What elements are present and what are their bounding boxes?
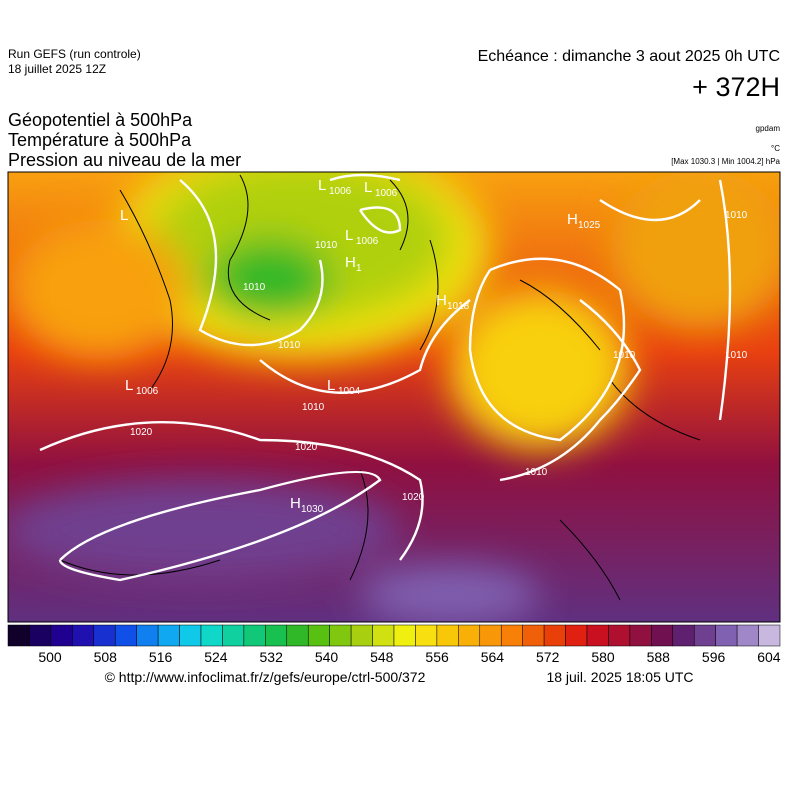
color-swatch (372, 624, 395, 647)
isobar-label: 1020 (295, 442, 318, 453)
pressure-center: H (290, 495, 301, 512)
color-swatch (629, 624, 652, 647)
colorbar-label: 548 (370, 649, 394, 665)
isobar-label: 1020 (402, 492, 425, 503)
colorbar-label: 588 (647, 649, 671, 665)
pressure-center: L (125, 377, 133, 394)
pressure-value: 1006 (329, 186, 352, 197)
valid-time: Echéance : dimanche 3 aout 2025 0h UTC (478, 48, 780, 65)
colorbar-label: 604 (757, 649, 781, 665)
map (8, 172, 780, 622)
pressure-center: H (567, 211, 578, 228)
field: Température à 500hPa (8, 130, 192, 150)
color-swatch (243, 624, 266, 647)
colorbar-label: 580 (591, 649, 615, 665)
unit: °C (771, 144, 780, 153)
colorbar-label: 564 (481, 649, 505, 665)
color-swatch (651, 624, 674, 647)
color-swatch (157, 624, 180, 647)
color-swatch (436, 624, 459, 647)
color-swatch (693, 624, 716, 647)
color-swatch (479, 624, 502, 647)
colorbar-label: 532 (260, 649, 284, 665)
unit: gpdam (756, 124, 781, 133)
color-swatch (329, 624, 352, 647)
isobar-label: 1010 (243, 282, 266, 293)
color-swatch (522, 624, 545, 647)
color-swatch (50, 624, 73, 647)
pressure-center: L (327, 377, 335, 394)
colorbar-label: 516 (149, 649, 173, 665)
color-swatch (543, 624, 566, 647)
isobar-label: 1010 (613, 350, 636, 361)
pressure-center: H (436, 292, 447, 309)
color-swatch (93, 624, 116, 647)
isobar-label: 1010 (525, 467, 548, 478)
pressure-value: 1018 (447, 301, 470, 312)
pressure-center: L (364, 179, 372, 196)
field: Géopotentiel à 500hPa (8, 110, 193, 130)
field: Pression au niveau de la mer (8, 150, 241, 170)
color-swatch (458, 624, 481, 647)
color-swatch (200, 624, 223, 647)
pressure-value: 1006 (136, 386, 159, 397)
map-frame (7, 171, 781, 623)
color-swatch (29, 624, 52, 647)
pressure-value: 1025 (578, 220, 601, 231)
pressure-value: 1006 (375, 188, 398, 199)
color-swatch (758, 624, 781, 647)
color-swatch (393, 624, 416, 647)
pressure-value: 1006 (356, 236, 379, 247)
color-swatch (672, 624, 695, 647)
colorbar: 500 508 516 524 532 540 548 556 564 572 580 588 596 6… (7, 624, 781, 665)
isobar-label: 1020 (130, 427, 153, 438)
colorbar-label: 500 (38, 649, 62, 665)
source-url: © http://www.infoclimat.fr/z/gefs/europe… (105, 669, 426, 685)
color-swatch (222, 624, 245, 647)
color-swatch (265, 624, 288, 647)
colorbar-label: 508 (94, 649, 118, 665)
colorbar-label: 572 (536, 649, 560, 665)
color-swatch (586, 624, 609, 647)
color-swatch (715, 624, 738, 647)
color-swatch (500, 624, 523, 647)
pressure-value: 1004 (338, 386, 361, 397)
pressure-value: 1030 (301, 504, 324, 515)
run-date: 18 juillet 2025 12Z (8, 62, 106, 76)
isobar-label: 1010 (278, 340, 301, 351)
color-swatch (179, 624, 202, 647)
color-swatch (72, 624, 95, 647)
color-swatch (608, 624, 631, 647)
color-swatch (307, 624, 330, 647)
isobar-label: 1010 (725, 210, 748, 221)
color-swatch (350, 624, 373, 647)
color-swatch (7, 624, 30, 647)
colorbar-label: 540 (315, 649, 339, 665)
color-swatch (286, 624, 309, 647)
run: Run GEFS (run controle) (8, 47, 141, 61)
color-swatch (415, 624, 438, 647)
colorbar-label: 556 (425, 649, 449, 665)
pressure-center: L (120, 207, 128, 224)
lead-time: + 372H (692, 72, 780, 102)
color-swatch (114, 624, 137, 647)
pressure-range: [Max 1030.3 | Min 1004.2] hPa (671, 157, 780, 166)
pressure-center: H (345, 254, 356, 271)
isobar-label: 1010 (302, 402, 325, 413)
pressure-center: L (318, 177, 326, 194)
color-swatch (736, 624, 759, 647)
color-swatch (565, 624, 588, 647)
pressure-center: L (345, 227, 353, 244)
color-swatch (136, 624, 159, 647)
pressure-value: 1 (356, 263, 362, 274)
colorbar-label: 524 (204, 649, 228, 665)
timestamp: 18 juil. 2025 18:05 UTC (546, 669, 693, 685)
colorbar-label: 596 (702, 649, 726, 665)
isobar-label: 1010 (315, 240, 338, 251)
isobar-label: 1010 (725, 350, 748, 361)
